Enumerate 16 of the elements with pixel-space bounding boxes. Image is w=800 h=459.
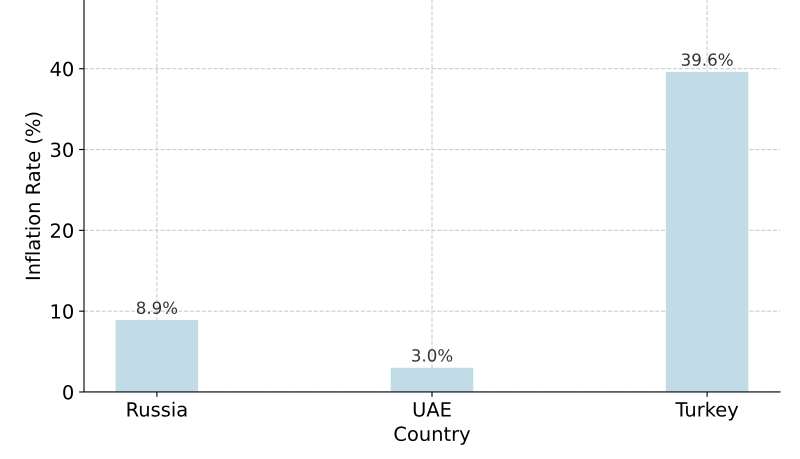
y-axis-title: Inflation Rate (%) <box>25 112 42 280</box>
bar <box>390 368 474 392</box>
data-label: 39.6% <box>682 53 733 66</box>
y-tick-label: 10 <box>52 304 73 319</box>
x-tick-label: Turkey <box>675 402 738 421</box>
bar <box>116 320 198 392</box>
x-tick-label: UAE <box>414 402 451 417</box>
y-tick-label: 40 <box>50 62 73 76</box>
data-label: 8.9% <box>136 301 178 314</box>
y-tick-label: 0 <box>63 384 73 400</box>
y-tick-label: 30 <box>51 142 73 158</box>
bar <box>666 72 748 392</box>
x-tick-label: Russia <box>128 402 186 417</box>
data-label: 3.0% <box>412 349 452 362</box>
y-tick-label: 20 <box>50 223 73 238</box>
x-axis-title: Country <box>394 426 470 445</box>
